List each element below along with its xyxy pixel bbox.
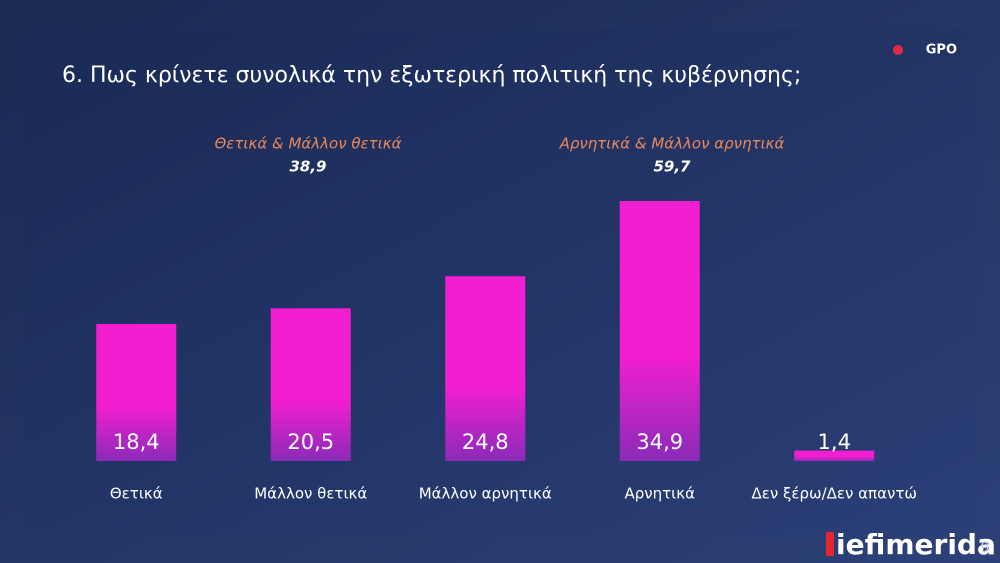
chart-title: 6. Πως κρίνετε συνολικά την εξωτερική πο…	[62, 63, 801, 88]
logo-dot	[893, 45, 903, 55]
value-label: 24,8	[462, 430, 509, 454]
value-label: 18,4	[113, 430, 160, 454]
x-tick-label: Θετικά	[110, 485, 163, 503]
plot: 18,4 Θετικά 20,5 Μάλλον θετικά 24,8 Μάλλον αρ…	[96, 135, 917, 503]
x-tick-label: Αρνητικά	[624, 485, 695, 503]
value-label: 34,9	[636, 430, 683, 454]
x-tick-label: Δεν ξέρω/Δεν απαντώ	[752, 485, 917, 503]
watermark: iefimerida	[836, 528, 996, 561]
bar	[794, 450, 875, 461]
annotation: Θετικά & Μάλλον θετικά	[214, 135, 401, 153]
x-tick-label: Μάλλον αρνητικά	[419, 485, 552, 503]
annotation-value: 38,9	[289, 158, 326, 176]
bar	[445, 276, 526, 461]
watermark-accent	[826, 532, 834, 556]
value-label: 20,5	[287, 430, 334, 454]
x-tick-label: Μάλλον θετικά	[254, 485, 367, 503]
annotation: Αρνητικά & Μάλλον αρνητικά	[559, 135, 785, 153]
logo: GPO	[926, 43, 957, 58]
bar	[96, 323, 177, 461]
annotation-value: 59,7	[653, 158, 691, 176]
page-number: 9	[981, 540, 990, 556]
value-label: 1,4	[818, 430, 851, 454]
bar	[619, 201, 700, 461]
bar	[270, 308, 351, 461]
